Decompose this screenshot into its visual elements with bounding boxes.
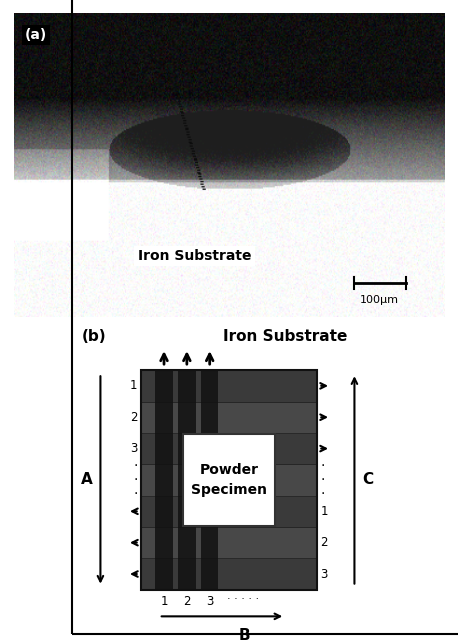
Text: B: B — [239, 628, 251, 640]
Text: 2: 2 — [321, 536, 328, 549]
Text: Powder
Specimen: Powder Specimen — [191, 463, 267, 497]
Text: 1: 1 — [130, 380, 137, 392]
Text: 1: 1 — [160, 595, 168, 609]
Bar — [155, 370, 173, 589]
Bar — [201, 370, 218, 589]
Bar — [141, 370, 317, 401]
Text: 2: 2 — [183, 595, 191, 609]
Text: 3: 3 — [206, 595, 213, 609]
Bar — [141, 558, 317, 589]
Bar — [141, 401, 317, 433]
Bar — [141, 527, 317, 558]
Text: 3: 3 — [130, 442, 137, 455]
Text: (a): (a) — [25, 28, 47, 42]
Text: Iron Substrate: Iron Substrate — [138, 249, 251, 263]
Bar — [183, 434, 275, 526]
Text: 100μm: 100μm — [360, 294, 399, 305]
Bar — [141, 370, 317, 589]
Text: (b): (b) — [82, 330, 106, 344]
Text: A: A — [81, 472, 93, 488]
Text: Iron Substrate: Iron Substrate — [223, 330, 348, 344]
Text: 3: 3 — [321, 568, 328, 580]
Text: 1: 1 — [321, 505, 328, 518]
Text: C: C — [362, 472, 373, 488]
Text: ·
·
·: · · · — [321, 459, 325, 501]
Bar — [141, 433, 317, 464]
Text: ·
·
·: · · · — [133, 459, 137, 501]
Bar — [178, 370, 196, 589]
Text: · · · · ·: · · · · · — [227, 595, 259, 604]
Bar — [141, 370, 317, 589]
Bar — [141, 495, 317, 527]
Text: 2: 2 — [130, 411, 137, 424]
Bar — [141, 464, 317, 495]
